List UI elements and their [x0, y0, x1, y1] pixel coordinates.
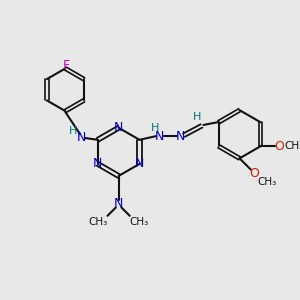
Text: H: H [68, 125, 77, 136]
Text: CH₃: CH₃ [129, 217, 148, 227]
Text: CH₃: CH₃ [284, 141, 300, 151]
Text: N: N [76, 131, 86, 145]
Text: N: N [135, 158, 144, 170]
Text: N: N [114, 197, 123, 210]
Text: H: H [193, 112, 201, 122]
Text: N: N [93, 158, 102, 170]
Text: CH₃: CH₃ [88, 217, 108, 227]
Text: N: N [155, 130, 165, 142]
Text: O: O [250, 167, 259, 180]
Text: H: H [151, 123, 159, 133]
Text: N: N [114, 121, 123, 134]
Text: N: N [176, 130, 185, 142]
Text: F: F [63, 59, 70, 72]
Text: O: O [274, 140, 284, 153]
Text: CH₃: CH₃ [258, 177, 277, 188]
